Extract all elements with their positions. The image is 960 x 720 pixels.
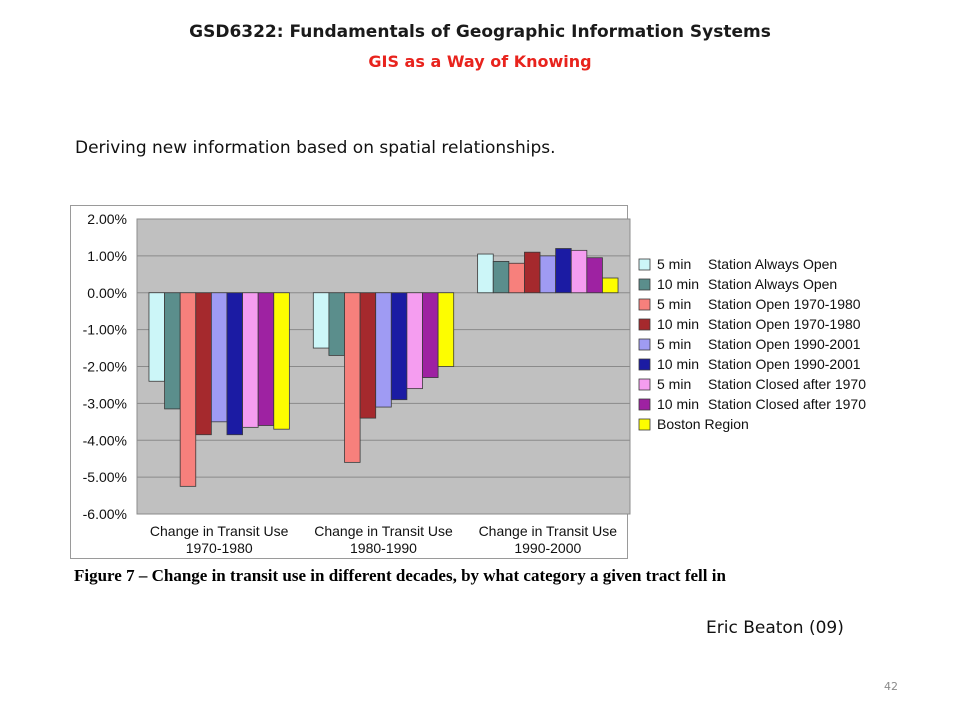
bar bbox=[602, 277, 619, 294]
bar bbox=[312, 292, 330, 349]
legend-swatch bbox=[638, 258, 651, 271]
bar bbox=[390, 292, 408, 401]
legend-swatch bbox=[638, 418, 651, 431]
bar bbox=[406, 292, 423, 390]
legend-swatch bbox=[638, 378, 651, 391]
legend-label: 10 min bbox=[657, 316, 699, 332]
legend-label: Station Open 1970-1980 bbox=[708, 316, 861, 332]
y-tick-label: -4.00% bbox=[83, 432, 127, 448]
legend-label: Station Open 1970-1980 bbox=[708, 296, 861, 312]
y-tick-label: -2.00% bbox=[83, 359, 127, 375]
y-tick-label: 1.00% bbox=[87, 248, 127, 264]
bar bbox=[570, 249, 588, 294]
y-tick-label: 2.00% bbox=[87, 211, 127, 227]
legend-label: Station Open 1990-2001 bbox=[708, 336, 861, 352]
figure-caption: Figure 7 – Change in transit use in diff… bbox=[74, 566, 726, 585]
legend-label: 5 min bbox=[657, 256, 691, 272]
legend-swatch bbox=[638, 298, 651, 311]
legend-label: Station Closed after 1970 bbox=[708, 376, 866, 392]
y-tick-label: -5.00% bbox=[83, 469, 127, 485]
legend-swatch bbox=[638, 358, 651, 371]
author-credit: Eric Beaton (09) bbox=[706, 618, 844, 638]
page-number: 42 bbox=[884, 680, 898, 693]
bar bbox=[273, 292, 290, 430]
legend-label: 10 min bbox=[657, 276, 699, 292]
y-axis-ticks: 2.00% 1.00% 0.00% -1.00% -2.00% -3.00% -4.00% -… bbox=[83, 211, 127, 522]
legend-swatch bbox=[638, 278, 651, 291]
legend-label: Station Closed after 1970 bbox=[708, 396, 866, 412]
y-tick-label: 0.00% bbox=[87, 285, 127, 301]
legend-label: Station Open 1990-2001 bbox=[708, 356, 861, 372]
y-tick-label: -1.00% bbox=[83, 322, 127, 338]
legend-label: Station Always Open bbox=[708, 256, 837, 272]
x-category-label: 1990-2000 bbox=[514, 540, 581, 556]
bar bbox=[437, 292, 455, 367]
x-category-label: Change in Transit Use bbox=[479, 523, 618, 539]
legend-swatch bbox=[638, 398, 651, 411]
legend-label: Station Always Open bbox=[708, 276, 837, 292]
x-category-label: Change in Transit Use bbox=[314, 523, 453, 539]
bar bbox=[226, 292, 243, 436]
intro-text: Deriving new information based on spatia… bbox=[75, 138, 556, 158]
bar bbox=[586, 257, 603, 294]
legend-label: 5 min bbox=[657, 296, 691, 312]
legend-swatch bbox=[638, 318, 651, 331]
legend-label: 10 min bbox=[657, 356, 699, 372]
bar bbox=[179, 292, 197, 487]
bar bbox=[524, 251, 541, 294]
bar bbox=[344, 292, 361, 463]
y-tick-label: -6.00% bbox=[83, 506, 127, 522]
bar bbox=[257, 292, 275, 426]
bar bbox=[375, 292, 392, 408]
x-category-label: Change in Transit Use bbox=[150, 523, 289, 539]
bar bbox=[555, 248, 572, 294]
bar bbox=[164, 292, 181, 410]
slide-subtitle: GIS as a Way of Knowing bbox=[368, 52, 592, 71]
slide-title: GSD6322: Fundamentals of Geographic Info… bbox=[189, 22, 771, 42]
bar bbox=[422, 292, 439, 378]
x-category-label: 1970-1980 bbox=[186, 540, 253, 556]
bar bbox=[328, 292, 345, 356]
bar bbox=[148, 292, 165, 382]
bar bbox=[477, 253, 494, 294]
legend-label: 5 min bbox=[657, 336, 691, 352]
chart-legend: 5 min Station Always Open 10 min Station Al… bbox=[638, 256, 866, 432]
bar bbox=[508, 262, 525, 294]
bar bbox=[242, 292, 259, 428]
bar bbox=[210, 292, 228, 423]
legend-label: 10 min bbox=[657, 396, 699, 412]
legend-label: Boston Region bbox=[657, 416, 749, 432]
bar bbox=[359, 292, 377, 419]
x-category-label: 1980-1990 bbox=[350, 540, 417, 556]
chart-bars bbox=[148, 248, 619, 487]
bar bbox=[539, 255, 557, 294]
y-tick-label: -3.00% bbox=[83, 395, 127, 411]
legend-label: 5 min bbox=[657, 376, 691, 392]
bar bbox=[195, 292, 212, 436]
transit-change-bar-chart: 2.00% 1.00% 0.00% -1.00% -2.00% -3.00% -4.00% -… bbox=[70, 205, 866, 559]
bar bbox=[492, 261, 510, 294]
legend-swatch bbox=[638, 338, 651, 351]
